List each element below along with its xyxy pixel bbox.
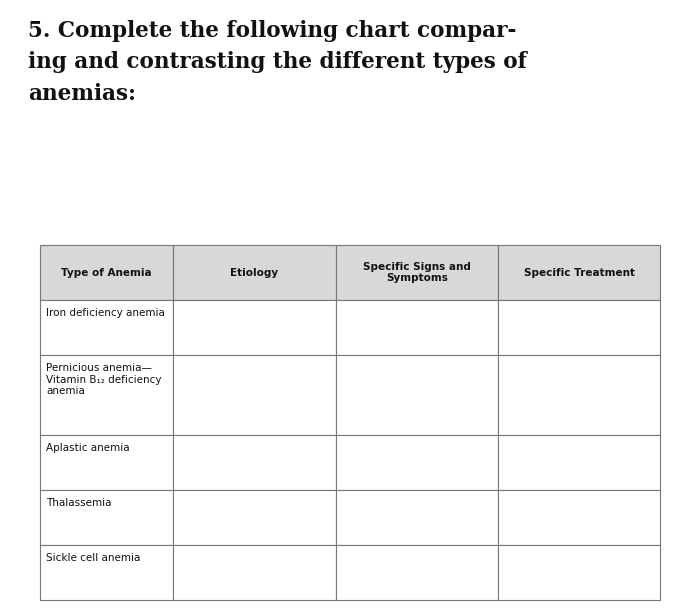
Bar bbox=[498, 490, 660, 545]
Text: Specific Signs and
Symptoms: Specific Signs and Symptoms bbox=[363, 262, 471, 283]
Text: 5. Complete the following chart compar-
ing and contrasting the different types : 5. Complete the following chart compar- … bbox=[28, 20, 527, 105]
Bar bbox=[174, 545, 336, 600]
Bar bbox=[336, 545, 498, 600]
Bar bbox=[174, 355, 336, 435]
Text: Specific Treatment: Specific Treatment bbox=[524, 267, 635, 278]
Bar bbox=[174, 245, 336, 300]
Bar bbox=[336, 245, 498, 300]
Bar bbox=[336, 435, 498, 490]
Bar bbox=[498, 435, 660, 490]
Bar bbox=[336, 355, 498, 435]
Bar bbox=[40, 490, 174, 545]
Bar bbox=[498, 545, 660, 600]
Text: Etiology: Etiology bbox=[230, 267, 279, 278]
Text: Iron deficiency anemia: Iron deficiency anemia bbox=[46, 308, 165, 318]
Bar bbox=[498, 355, 660, 435]
Bar bbox=[174, 435, 336, 490]
Bar bbox=[498, 300, 660, 355]
Bar bbox=[174, 300, 336, 355]
Bar bbox=[336, 490, 498, 545]
Text: Pernicious anemia—
Vitamin B₁₂ deficiency
anemia: Pernicious anemia— Vitamin B₁₂ deficienc… bbox=[46, 363, 162, 396]
Bar bbox=[498, 245, 660, 300]
Bar bbox=[40, 545, 174, 600]
Bar bbox=[40, 245, 174, 300]
Text: Thalassemia: Thalassemia bbox=[46, 498, 111, 508]
Bar bbox=[174, 490, 336, 545]
Bar bbox=[40, 355, 174, 435]
Bar bbox=[40, 300, 174, 355]
Bar bbox=[40, 435, 174, 490]
Text: Sickle cell anemia: Sickle cell anemia bbox=[46, 553, 141, 563]
Bar bbox=[336, 300, 498, 355]
Text: Aplastic anemia: Aplastic anemia bbox=[46, 443, 130, 453]
Text: Type of Anemia: Type of Anemia bbox=[62, 267, 152, 278]
